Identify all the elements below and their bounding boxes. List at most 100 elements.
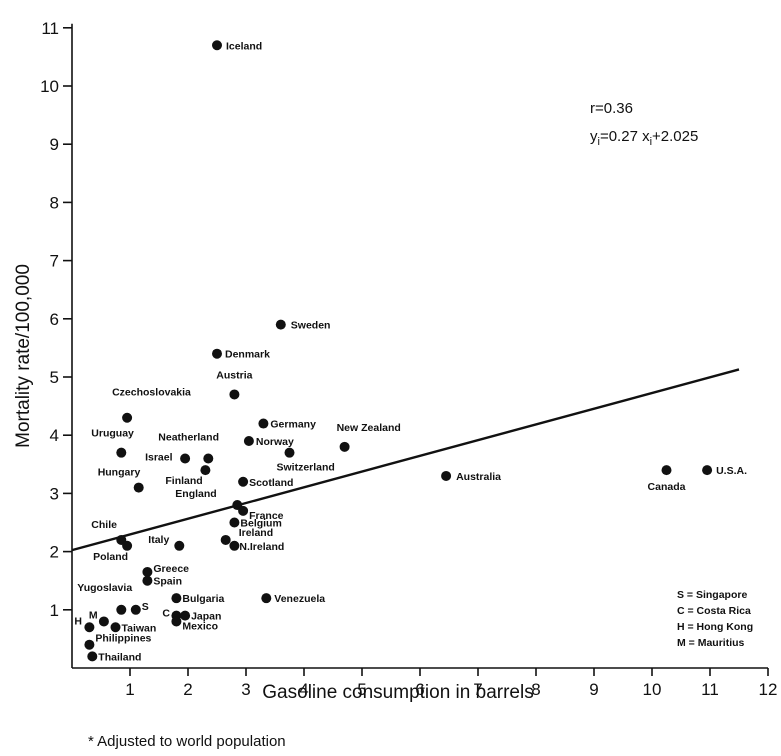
- data-point: [200, 465, 211, 476]
- data-point: [220, 534, 231, 545]
- data-point: [243, 436, 254, 447]
- y-tick-label: 1: [50, 601, 59, 620]
- abbreviation-key: S = Singapore C = Costa Rica H = Hong Kong…: [677, 589, 753, 649]
- point-label: Iceland: [226, 40, 262, 52]
- data-point: [133, 482, 144, 493]
- correlation-annotation: r=0.36: [590, 100, 633, 117]
- x-tick-label: 6: [415, 680, 424, 699]
- data-point: [98, 616, 109, 627]
- point-label: Austria: [216, 369, 252, 381]
- point-label: Philippines: [95, 633, 151, 645]
- y-axis-title: Mortality rate/100,000: [13, 264, 34, 448]
- data-point: [212, 348, 222, 359]
- point-label: Germany: [270, 419, 316, 431]
- data-point: [122, 540, 133, 551]
- point-label: Japan: [191, 611, 221, 623]
- data-point: [171, 616, 182, 627]
- point-label: Taiwan: [122, 622, 157, 634]
- x-tick-label: 1: [125, 680, 134, 699]
- point-label: Ireland: [239, 527, 273, 539]
- data-point: [142, 566, 153, 577]
- point-label: Hungary: [98, 467, 141, 479]
- data-point: [84, 639, 95, 650]
- point-label: Greece: [153, 563, 189, 575]
- x-tick-label: 9: [589, 680, 598, 699]
- point-label: S: [142, 601, 149, 613]
- data-point: [180, 610, 191, 621]
- y-tick-label: 6: [50, 310, 59, 329]
- point-label: Sweden: [291, 320, 331, 332]
- y-axis: 1 2 3 4 5 6 7 8 9 10 11: [40, 19, 73, 668]
- y-tick-label: 10: [40, 77, 59, 96]
- data-point: [130, 604, 141, 615]
- point-label: Mexico: [182, 620, 218, 632]
- point-label: Venezuela: [274, 593, 325, 605]
- point-label: M: [89, 609, 98, 621]
- x-tick-label: 11: [701, 680, 719, 699]
- key-entry: C = Costa Rica: [677, 605, 751, 617]
- x-tick-label: 12: [759, 680, 778, 699]
- point-label: Uruguay: [91, 428, 134, 440]
- point-label: Thailand: [98, 651, 141, 663]
- point-label: Israel: [145, 451, 173, 463]
- point-label: C: [162, 608, 170, 620]
- data-point: [180, 453, 191, 464]
- y-tick-label: 2: [50, 543, 59, 562]
- data-point: [339, 441, 350, 452]
- point-label: Poland: [93, 551, 128, 563]
- point-label: Switzerland: [277, 462, 335, 474]
- x-tick-label: 10: [643, 680, 662, 699]
- data-point: [238, 476, 249, 487]
- regression-equation: yi=0.27 xi+2.025: [590, 128, 698, 148]
- y-tick-label: 3: [50, 484, 59, 503]
- data-point: [171, 593, 182, 604]
- point-label: Australia: [456, 471, 501, 483]
- data-point: [229, 540, 240, 551]
- data-point: [212, 40, 222, 51]
- point-label: Norway: [256, 436, 294, 448]
- data-point: [116, 447, 127, 458]
- data-point: [84, 622, 95, 633]
- point-label: Denmark: [225, 349, 270, 361]
- point-label: Finland: [165, 475, 202, 487]
- x-axis: 1 2 3 4 5 6 7 8 9 10 11 12: [72, 667, 778, 699]
- data-point: [142, 575, 153, 586]
- data-point: [702, 465, 713, 476]
- point-label: Neatherland: [158, 431, 219, 443]
- footnote: * Adjusted to world population: [88, 733, 286, 750]
- point-label: Yugoslavia: [77, 582, 132, 594]
- data-point: [203, 453, 214, 464]
- point-label: New Zealand: [337, 422, 401, 434]
- point-label: Scotland: [249, 477, 293, 489]
- data-point: [238, 505, 249, 516]
- key-entry: M = Mauritius: [677, 637, 745, 649]
- point-label: England: [175, 488, 216, 500]
- data-point: [174, 540, 185, 551]
- data-point: [229, 517, 240, 528]
- y-tick-label: 11: [41, 19, 59, 38]
- point-label: U.S.A.: [716, 465, 747, 477]
- data-point: [441, 470, 452, 481]
- x-tick-label: 2: [183, 680, 192, 699]
- data-point: [284, 447, 295, 458]
- x-tick-label: 7: [473, 680, 482, 699]
- data-point: [661, 465, 672, 476]
- x-axis-title: Gasoline consumption in barrels: [262, 682, 533, 703]
- y-tick-label: 5: [50, 368, 59, 387]
- y-tick-label: 9: [50, 135, 59, 154]
- y-tick-label: 8: [50, 193, 59, 212]
- point-label: Chile: [91, 519, 117, 531]
- y-tick-label: 7: [50, 252, 59, 271]
- regression-line: [71, 368, 740, 552]
- point-label: Italy: [148, 534, 169, 546]
- data-point: [229, 389, 240, 400]
- x-tick-label: 8: [531, 680, 540, 699]
- point-label: Spain: [153, 576, 182, 588]
- point-label: Czechoslovakia: [112, 387, 191, 399]
- data-point: [275, 319, 286, 330]
- point-label: H: [74, 615, 82, 627]
- data-point: [122, 412, 133, 423]
- y-tick-label: 4: [50, 426, 59, 445]
- key-entry: H = Hong Kong: [677, 621, 753, 633]
